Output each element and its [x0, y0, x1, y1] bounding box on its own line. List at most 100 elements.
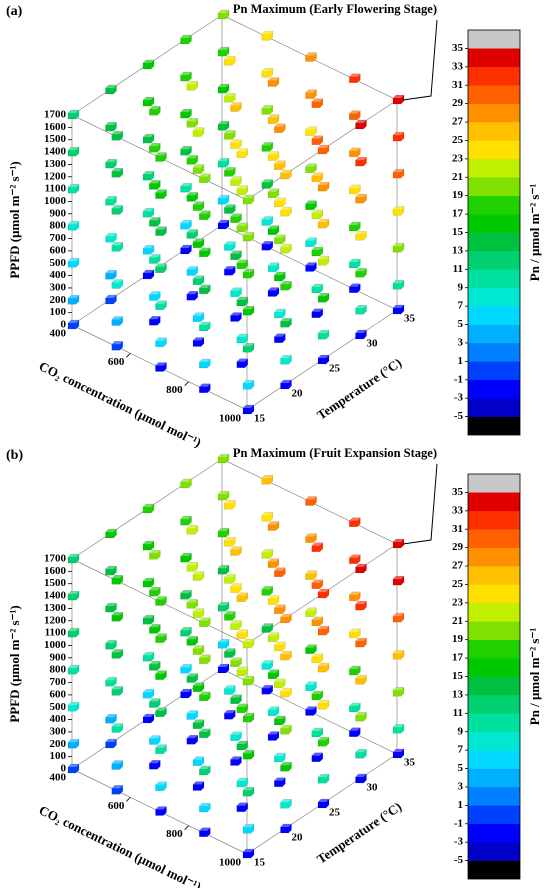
cube-top: [218, 454, 229, 457]
cube-top: [68, 258, 79, 262]
cube-top: [311, 172, 323, 176]
z-tick-label: 1100: [45, 627, 67, 639]
cube-top: [393, 749, 404, 752]
cube: [274, 604, 286, 614]
cube: [311, 98, 323, 109]
y-tick-label: 15: [254, 857, 266, 869]
cube-top: [149, 735, 161, 739]
cube-top: [280, 651, 292, 655]
cube-top: [280, 207, 292, 211]
cube-top: [199, 322, 211, 325]
cube-top: [349, 222, 361, 225]
cube: [217, 453, 230, 464]
cube-top: [261, 623, 273, 627]
cube-top: [155, 263, 167, 267]
x-tick: [126, 797, 131, 802]
cube-top: [68, 221, 79, 225]
z-tick-label: 1000: [44, 195, 67, 207]
cube-top: [243, 824, 254, 828]
cube: [149, 735, 161, 745]
cube: [349, 184, 361, 195]
cube-top: [305, 52, 317, 56]
cube-top: [155, 596, 167, 600]
cube: [311, 542, 323, 552]
cube-top: [199, 691, 211, 695]
y-axis-title: Temperature (°C): [314, 355, 404, 423]
cube: [142, 133, 155, 144]
cube-top: [355, 330, 367, 333]
cube: [111, 760, 124, 770]
cube-top: [180, 72, 192, 76]
cube-top: [186, 599, 198, 603]
cube: [280, 650, 292, 661]
cube-top: [355, 675, 367, 679]
cube: [267, 669, 280, 679]
cube: [311, 752, 323, 762]
cube-top: [280, 824, 292, 827]
x-tick-label: 800: [166, 384, 183, 396]
colorbar-tick-label: 29: [452, 97, 464, 109]
panel-label: (a): [6, 4, 23, 19]
cube-top: [224, 648, 236, 652]
cube-top: [186, 525, 198, 529]
cube: [274, 197, 286, 208]
cube: [317, 144, 330, 155]
cube: [305, 237, 317, 248]
cube: [192, 275, 205, 285]
cube-top: [111, 341, 123, 345]
cube: [199, 173, 211, 184]
cube: [155, 189, 167, 199]
cube-top: [155, 707, 167, 711]
cube: [274, 567, 286, 577]
cube-top: [186, 118, 198, 122]
cube-top: [280, 762, 292, 766]
cube-top: [355, 712, 367, 716]
cube-top: [68, 739, 79, 743]
cube-top: [218, 639, 229, 643]
cube-top: [318, 589, 329, 592]
cube: [230, 250, 242, 260]
cube: [217, 602, 230, 612]
colorbar-band: [468, 379, 520, 399]
cube: [236, 222, 249, 233]
cube-top: [149, 760, 161, 764]
cube-top: [193, 571, 204, 575]
x-tick: [184, 825, 189, 830]
cube-top: [68, 591, 79, 595]
cube: [224, 574, 236, 584]
cube: [142, 577, 155, 588]
cube-top: [193, 337, 204, 341]
cube-top: [280, 281, 292, 285]
z-tick-label: 800: [50, 664, 67, 676]
z-tick-label: 700: [50, 676, 67, 688]
cube: [149, 587, 161, 597]
cube: [261, 685, 273, 695]
cube: [236, 296, 249, 307]
cube: [392, 748, 405, 759]
cube: [349, 628, 361, 639]
cube: [392, 304, 405, 315]
colorbar-tick-label: 15: [452, 670, 464, 682]
cube: [230, 731, 242, 741]
colorbar-band: [468, 361, 520, 381]
cube-top: [224, 241, 236, 245]
cube-top: [261, 512, 273, 516]
cube: [149, 217, 161, 227]
cube-top: [243, 849, 254, 852]
annotation: Pn Maximum (Early Flowering Stage): [233, 2, 437, 16]
cube-top: [393, 280, 404, 284]
cube: [155, 633, 167, 643]
cube-top: [155, 744, 167, 748]
colorbar-tick-label: -1: [454, 817, 463, 829]
cube-top: [230, 694, 242, 698]
cube-top: [349, 110, 361, 114]
colorbar-band: [468, 269, 520, 289]
cube: [180, 108, 192, 119]
cube: [192, 337, 205, 347]
cube-top: [143, 689, 154, 693]
cube-top: [236, 802, 248, 806]
z-tick-label: 100: [50, 750, 67, 762]
colorbar-tick-label: 35: [452, 486, 464, 498]
cube-top: [105, 603, 117, 607]
cube-top: [143, 504, 154, 507]
